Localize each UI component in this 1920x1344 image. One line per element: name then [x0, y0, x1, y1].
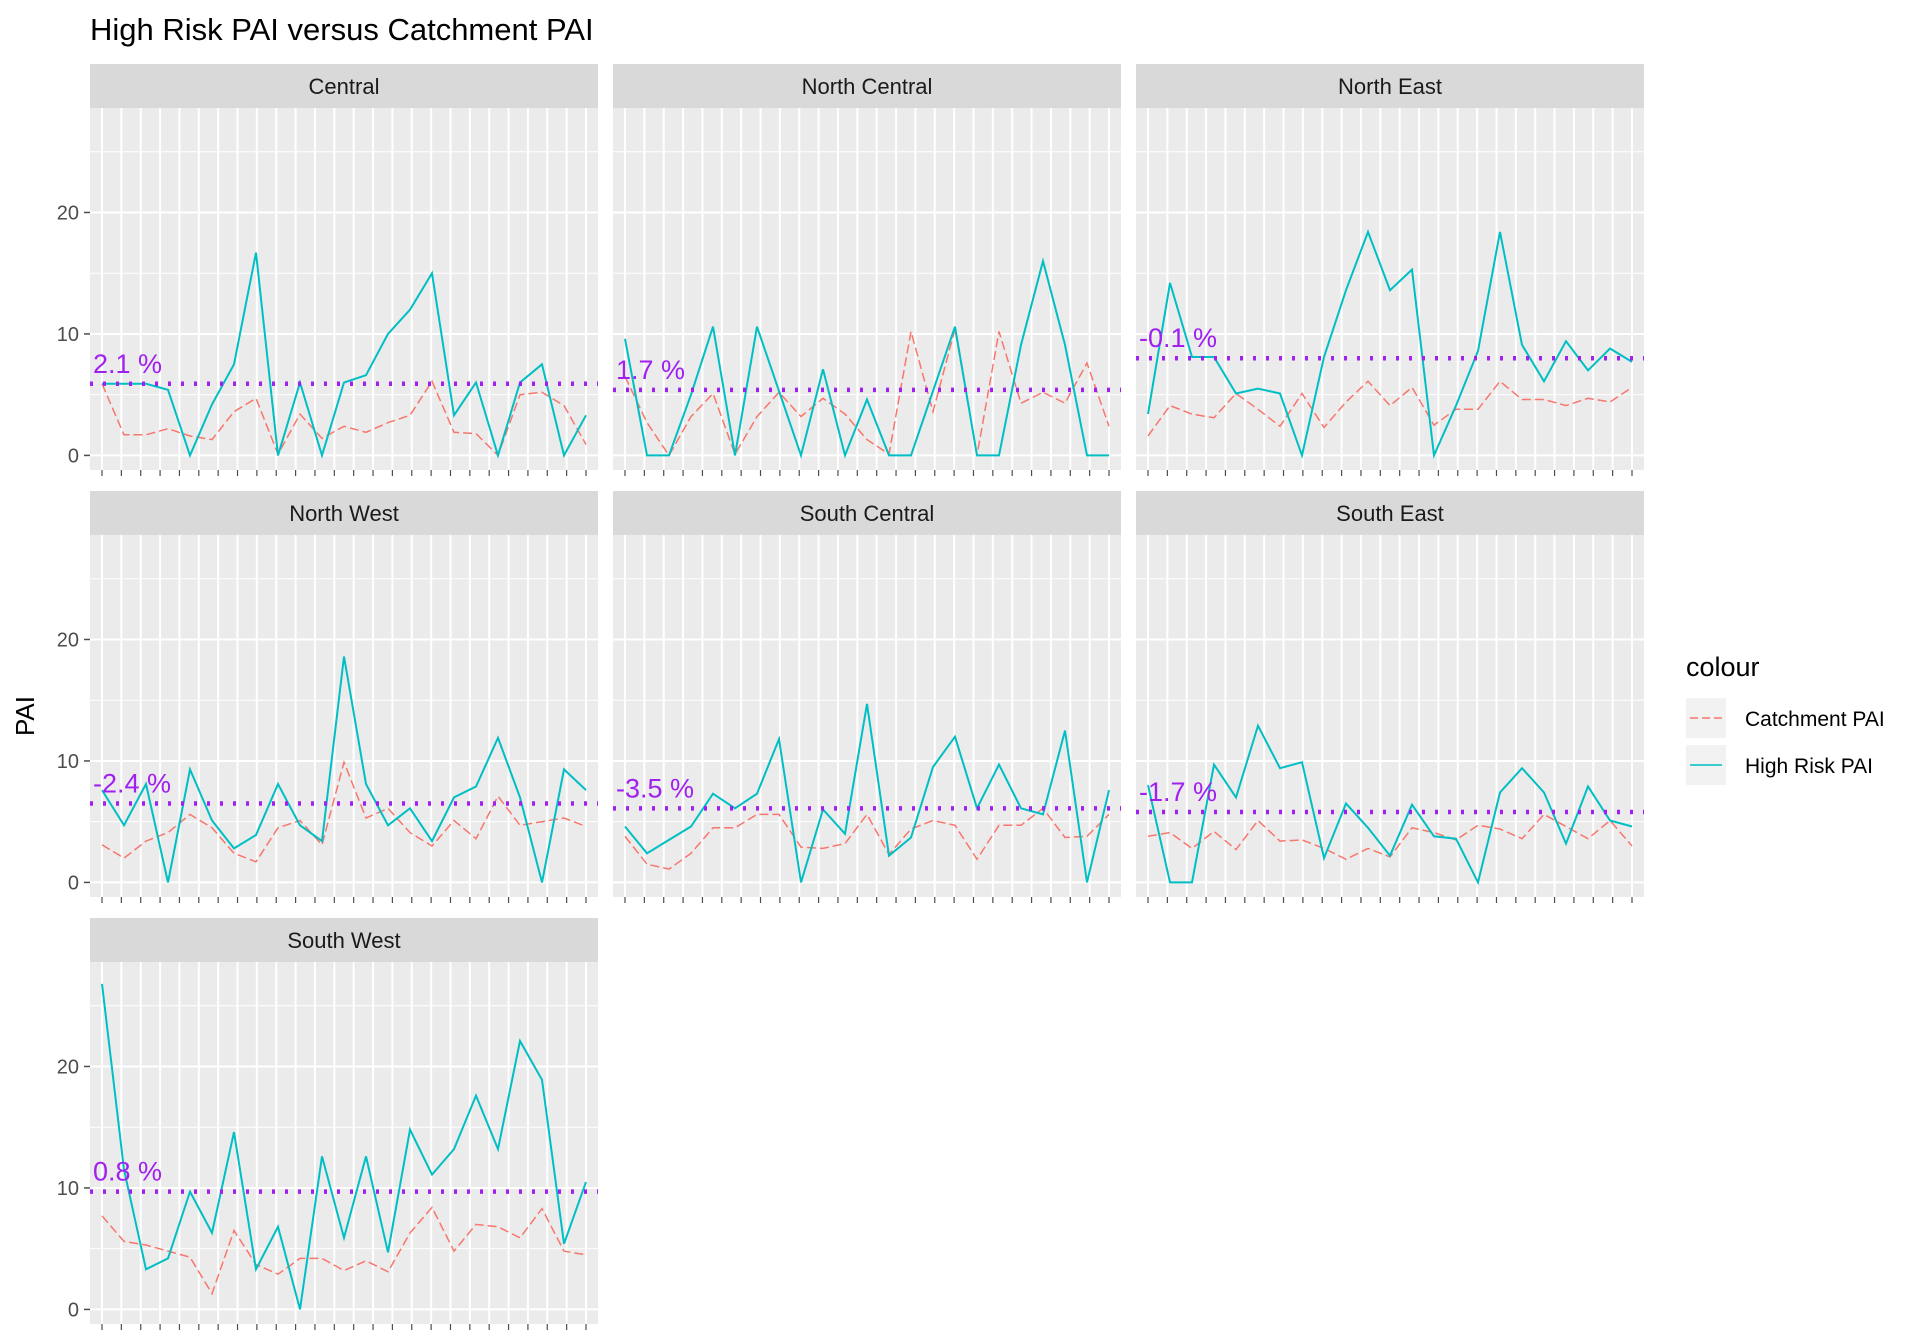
- series-line-high-risk-pai: [1147, 723, 1633, 886]
- series-line-catchment-pai: [101, 759, 587, 863]
- series-line-catchment-pai: [101, 1206, 587, 1296]
- y-tick-label: 20: [57, 202, 79, 224]
- y-axis-label: PAI: [10, 696, 40, 736]
- percent-annotation: 1.7 %: [616, 355, 685, 385]
- percent-annotation: 2.1 %: [93, 349, 162, 379]
- percent-annotation: -3.5 %: [616, 773, 694, 803]
- panel-background-north-central: [613, 108, 1121, 470]
- panel-south-east: South East -1.7 %: [1136, 491, 1644, 903]
- y-tick-label: 10: [57, 751, 79, 773]
- y-tick-label: 0: [68, 445, 79, 467]
- legend-label-catchment: Catchment PAI: [1745, 708, 1885, 731]
- strip-south-central: [613, 491, 1121, 535]
- strip-south-west: [90, 918, 598, 962]
- percent-annotation: 0.8 %: [93, 1157, 162, 1187]
- strip-label-south-central: South Central: [800, 501, 935, 526]
- strip-north-east: [1136, 64, 1644, 108]
- legend-label-high-risk: High Risk PAI: [1745, 755, 1873, 778]
- series-line-catchment-pai: [624, 807, 1110, 870]
- percent-annotation: -2.4 %: [93, 768, 171, 798]
- y-tick-label: 10: [57, 1178, 79, 1200]
- strip-label-central: Central: [309, 74, 380, 99]
- legend: colour Catchment PAI High Risk PAI: [1686, 652, 1885, 785]
- panel-background-central: [90, 108, 598, 470]
- y-tick-label: 0: [68, 1299, 79, 1321]
- strip-central: [90, 64, 598, 108]
- panel-south-west: South West 0 10 20 0.8 %: [57, 918, 598, 1330]
- panel-south-central: South Central -3.5 %: [613, 491, 1121, 903]
- strip-label-north-west: North West: [289, 501, 399, 526]
- series-line-catchment-pai: [624, 328, 1110, 457]
- panel-central: Central 0 10 20 2.1 %: [57, 64, 598, 476]
- series-line-high-risk-pai: [1147, 229, 1633, 460]
- panel-background-north-west: [90, 535, 598, 897]
- strip-south-east: [1136, 491, 1644, 535]
- y-tick-label: 0: [68, 872, 79, 894]
- panel-background-south-central: [613, 535, 1121, 897]
- panel-background-south-east: [1136, 535, 1644, 897]
- panel-north-west: North West 0 10 20 -2.4 %: [57, 491, 598, 903]
- chart-title: High Risk PAI versus Catchment PAI: [90, 12, 594, 47]
- panel-background-south-west: [90, 962, 598, 1324]
- strip-label-south-east: South East: [1336, 501, 1444, 526]
- strip-north-west: [90, 491, 598, 535]
- series-line-catchment-pai: [101, 379, 587, 457]
- strip-label-north-east: North East: [1338, 74, 1442, 99]
- panel-north-central: North Central 1.7 %: [613, 64, 1121, 476]
- percent-annotation: -1.7 %: [1139, 777, 1217, 807]
- legend-title: colour: [1686, 652, 1760, 682]
- strip-north-central: [613, 64, 1121, 108]
- y-tick-label: 20: [57, 629, 79, 651]
- series-line-high-risk-pai: [624, 257, 1109, 459]
- series-line-high-risk-pai: [101, 656, 587, 883]
- strip-label-north-central: North Central: [802, 74, 933, 99]
- y-tick-label: 20: [57, 1056, 79, 1078]
- series-line-catchment-pai: [1147, 380, 1633, 437]
- panel-north-east: North East -0.1 %: [1136, 64, 1644, 476]
- strip-label-south-west: South West: [287, 928, 400, 953]
- series-line-high-risk-pai: [102, 252, 587, 459]
- y-tick-label: 10: [57, 324, 79, 346]
- series-line-high-risk-pai: [101, 983, 587, 1310]
- series-line-high-risk-pai: [624, 703, 1110, 883]
- percent-annotation: -0.1 %: [1139, 323, 1217, 353]
